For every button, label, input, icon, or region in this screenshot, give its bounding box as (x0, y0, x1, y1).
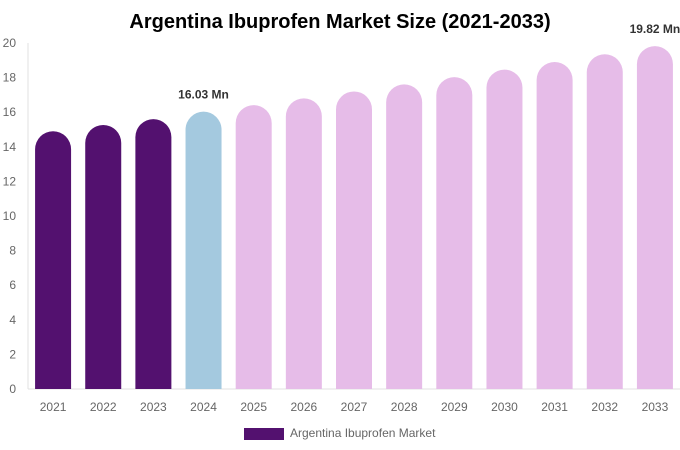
x-tick-label: 2023 (140, 400, 167, 414)
x-tick-label: 2027 (341, 400, 368, 414)
bar-2027[interactable] (336, 91, 372, 390)
y-tick-label: 0 (9, 382, 16, 396)
y-tick-label: 6 (9, 278, 16, 292)
y-tick-label: 16 (3, 105, 17, 119)
bar-2031[interactable] (536, 62, 573, 390)
bar-2021[interactable] (35, 131, 72, 389)
chart-title: Argentina Ibuprofen Market Size (2021-20… (129, 11, 550, 33)
y-tick-label: 18 (3, 71, 17, 85)
x-tick-label: 2029 (441, 400, 468, 414)
legend-label[interactable]: Argentina Ibuprofen Market (290, 426, 436, 440)
bar-2026[interactable] (285, 98, 322, 390)
y-tick-label: 4 (9, 313, 16, 327)
y-tick-label: 14 (3, 140, 17, 154)
bar-2030[interactable] (486, 69, 523, 389)
x-tick-label: 2024 (190, 400, 217, 414)
data-label-2033: 19.82 Mn (630, 22, 680, 36)
bar-2023[interactable] (135, 119, 172, 390)
y-tick-label: 8 (9, 244, 16, 258)
x-tick-label: 2021 (40, 400, 67, 414)
bar-2025[interactable] (235, 105, 272, 390)
x-tick-label: 2031 (541, 400, 568, 414)
bar-2022[interactable] (85, 125, 122, 389)
x-tick-label: 2032 (591, 400, 618, 414)
x-tick-label: 2033 (642, 400, 669, 414)
data-label-2024: 16.03 Mn (178, 88, 229, 102)
bar-2032[interactable] (586, 54, 623, 390)
x-tick-label: 2028 (391, 400, 418, 414)
y-tick-label: 2 (9, 347, 16, 361)
bar-2033[interactable] (636, 46, 673, 389)
bar-2029[interactable] (436, 77, 473, 390)
bar-2028[interactable] (386, 84, 423, 390)
y-tick-label: 20 (3, 36, 17, 50)
x-tick-label: 2030 (491, 400, 518, 414)
legend-swatch (244, 428, 284, 440)
y-tick-label: 10 (3, 209, 17, 223)
x-tick-label: 2025 (240, 400, 267, 414)
y-tick-label: 12 (3, 174, 17, 188)
x-tick-label: 2026 (290, 400, 317, 414)
bar-2024[interactable] (185, 111, 222, 389)
x-tick-label: 2022 (90, 400, 117, 414)
